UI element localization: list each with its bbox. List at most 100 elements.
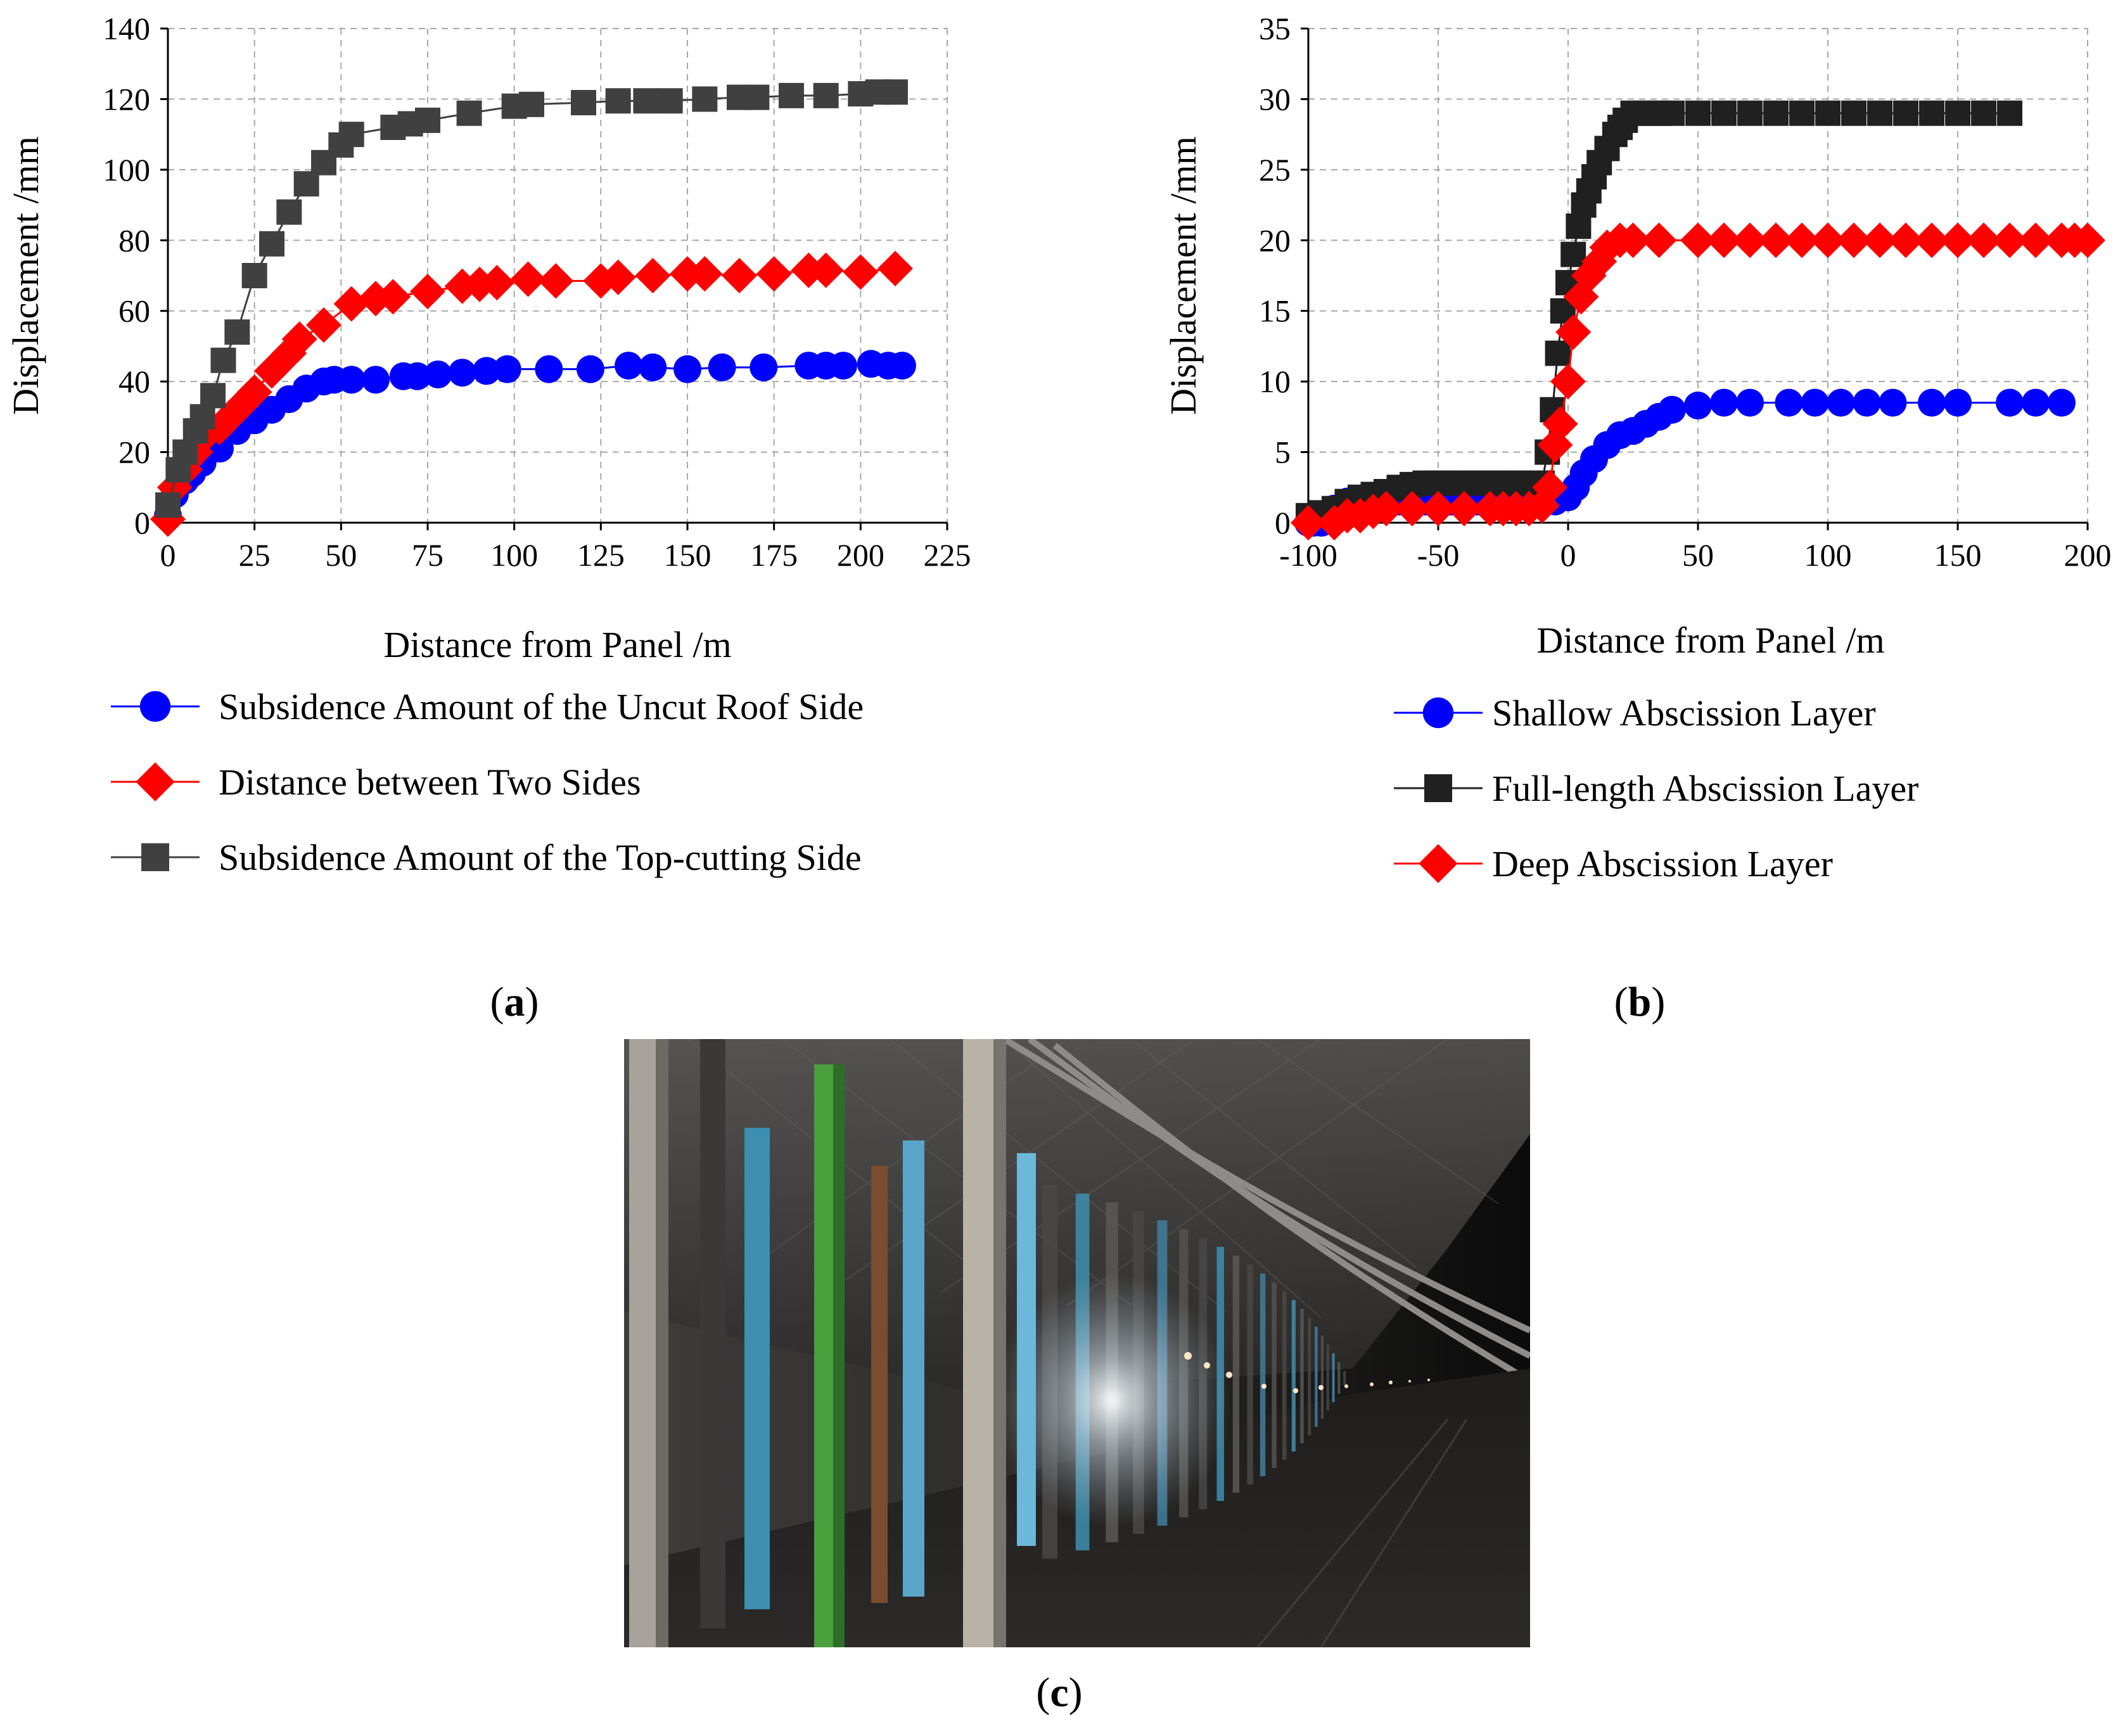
data-point [1420,490,1456,527]
panel-a-letter: a [504,979,525,1025]
data-point [633,88,659,114]
y-tick-label: 5 [1275,435,1291,470]
data-point [1736,388,1764,417]
legend-entry: Subsidence Amount of the Top-cutting Sid… [111,837,862,878]
data-point [1566,214,1592,239]
data-point [1945,100,1970,126]
data-point [1685,100,1711,126]
prop-grey-center-shade [993,1039,1006,1647]
legend-marker [1424,774,1452,802]
data-point [1784,222,1820,258]
chart-b-legend: Shallow Abscission Layer Full-length Absc… [1394,692,1918,884]
data-point [1966,222,2001,258]
data-point [1996,388,2024,417]
data-point [1827,388,1855,417]
legend-label: Deep Abscission Layer [1492,843,1833,884]
prop-dark-1 [700,1039,725,1628]
y-tick-label: 0 [134,505,150,540]
data-point [1737,100,1763,126]
data-point [1560,241,1586,267]
legend-marker [139,691,171,722]
data-point [224,319,250,345]
y-tick-label: 20 [1259,222,1291,258]
chart-a-legend: Subsidence Amount of the Uncut Roof Side… [111,686,864,878]
chart-b-ylabel: Displacement /mm [1163,136,1204,415]
data-point [1763,100,1789,126]
data-point [210,347,236,373]
data-point [1997,100,2022,126]
chart-a-series [150,79,916,537]
data-point [424,361,452,388]
data-point [1641,222,1677,258]
panel-c-letter: c [1050,1669,1068,1716]
support-prop [1247,1265,1253,1484]
legend-marker [141,843,169,871]
series-b-2 [1291,222,2105,540]
data-point [1893,100,1918,126]
data-point [1862,222,1898,258]
prop-blue-3 [1017,1153,1036,1546]
x-tick-label: 175 [750,537,798,573]
y-tick-label: 35 [1259,11,1291,46]
data-point [259,231,284,257]
floor-rails [1256,1419,1468,1647]
data-point [1810,222,1846,258]
chart-b-xlabel: Distance from Panel /m [1536,620,1884,661]
data-point [1369,490,1404,527]
data-point [877,250,913,286]
support-prop [1326,1344,1329,1410]
data-point [808,252,844,288]
y-tick-label: 80 [118,222,150,258]
data-point [172,439,198,465]
x-tick-label: 125 [577,537,625,573]
tunnel-photo: (c) [624,1039,1530,1716]
data-point [337,366,366,394]
data-point [1918,388,1946,417]
legend-entry: Distance between Two Sides [111,762,641,803]
y-tick-label: 20 [118,435,150,470]
legend-label: Subsidence Amount of the Top-cutting Sid… [219,837,862,878]
data-point [2048,388,2076,417]
data-point [276,199,302,225]
data-point [1888,222,1924,258]
data-point [756,256,792,292]
y-tick-label: 30 [1259,81,1291,117]
data-point [189,404,215,430]
data-point [888,352,916,380]
support-prop [1232,1256,1240,1493]
data-point [1684,392,1712,420]
legend-label: Subsidence Amount of the Uncut Roof Side [219,686,864,727]
legend-label: Shallow Abscission Layer [1492,692,1876,734]
data-point [1542,406,1578,442]
data-point [519,91,544,117]
data-point [456,100,482,126]
data-point [744,84,770,110]
data-point [1710,388,1738,417]
chart-a: 0 25 50 75 100 125 150 175 200 225 0 20 40 60 80 100 120… [5,11,971,1025]
support-prop [1343,1371,1346,1386]
support-prop [1337,1362,1341,1394]
data-point [1992,222,2027,258]
data-point [1971,100,1996,126]
support-prop [1332,1353,1335,1402]
data-point [1789,100,1815,126]
x-tick-label: 0 [160,537,176,573]
data-point [1394,490,1430,527]
x-tick-label: 200 [837,537,884,573]
y-tick-label: 25 [1259,152,1291,188]
legend-marker [1422,697,1454,729]
data-point [2070,222,2105,258]
x-tick-label: 25 [239,537,271,573]
x-tick-label: 75 [412,537,444,573]
prop-brown [871,1166,888,1603]
panel-a-label: (a) [490,979,539,1025]
y-tick-label: 0 [1275,505,1291,540]
chart-b: -100 -50 0 50 100 150 200 0 5 10 15 20 25 30 35 Distan… [1163,11,2112,1025]
data-point [1914,222,1950,258]
x-tick-label: 200 [2064,537,2112,573]
data-point [236,374,272,410]
data-point [306,307,341,343]
data-point [1659,100,1685,126]
panel-b-letter: b [1628,979,1652,1025]
data-point [479,265,515,301]
